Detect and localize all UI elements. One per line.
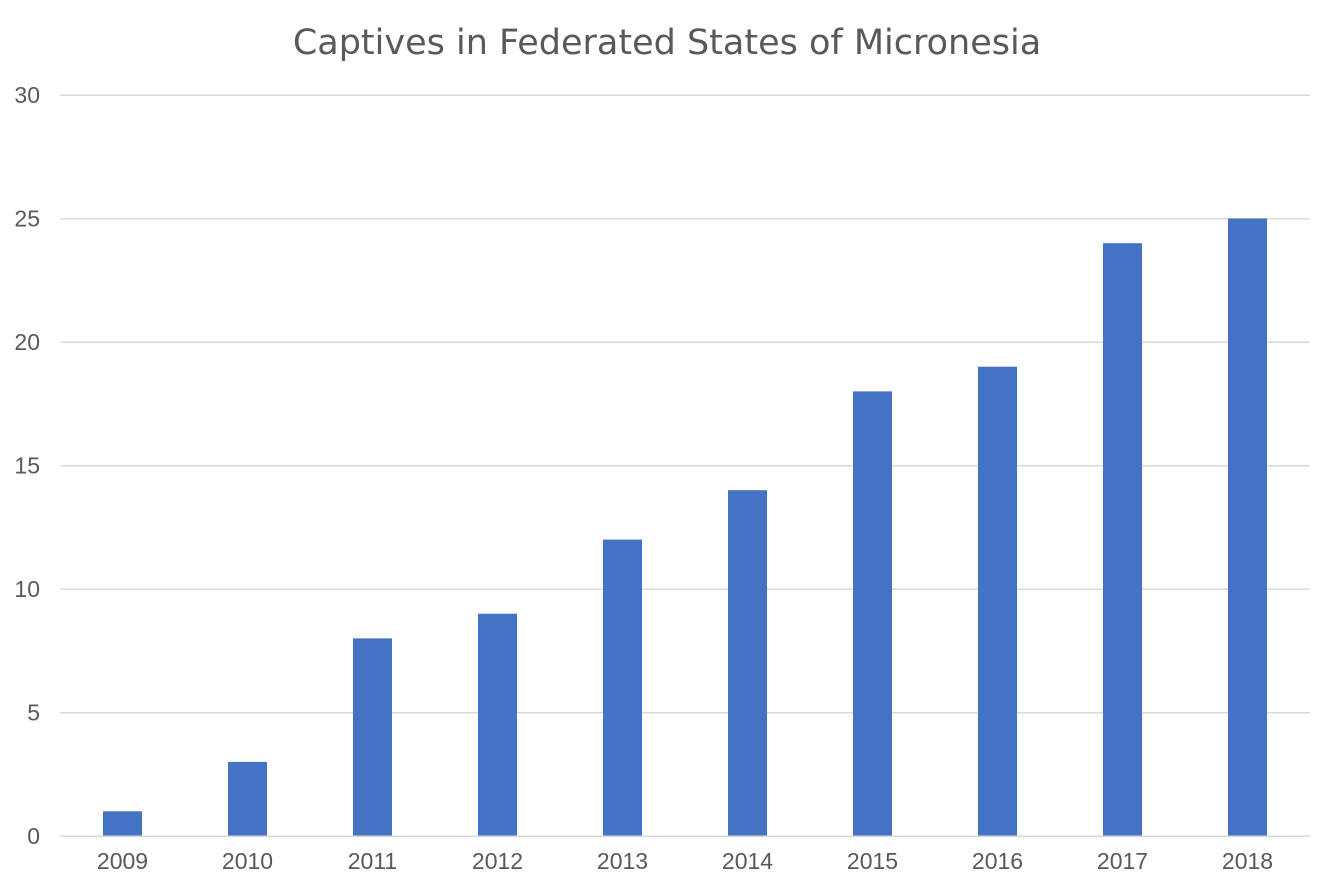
y-tick-label: 10	[14, 576, 40, 602]
y-tick-label: 0	[27, 823, 40, 849]
x-tick-label: 2012	[472, 848, 523, 874]
bar-2015	[853, 391, 892, 836]
x-tick-label: 2018	[1222, 848, 1273, 874]
bar-2017	[1103, 243, 1142, 836]
x-axis-tick-labels: 2009 2010 2011 2012 2013 2014 2015 2016 2017 2018	[97, 848, 1273, 874]
y-tick-label: 15	[14, 453, 40, 479]
bar-2014	[728, 490, 767, 836]
y-tick-label: 5	[27, 700, 40, 726]
bar-2013	[603, 539, 642, 836]
y-tick-label: 20	[14, 329, 40, 355]
bar-2011	[353, 638, 392, 836]
x-tick-label: 2014	[722, 848, 773, 874]
gridlines	[60, 94, 1310, 714]
y-tick-label: 30	[14, 82, 40, 108]
bar-2010	[228, 761, 267, 836]
y-tick-label: 25	[14, 206, 40, 232]
y-axis-tick-labels: 0 5 10 15 20 25 30	[14, 82, 40, 849]
chart-title: Captives in Federated States of Micrones…	[293, 23, 1041, 63]
x-tick-label: 2017	[1097, 848, 1148, 874]
bars	[103, 218, 1267, 836]
x-tick-label: 2016	[972, 848, 1023, 874]
x-tick-label: 2013	[597, 848, 648, 874]
x-tick-label: 2011	[348, 848, 397, 874]
x-tick-label: 2010	[222, 848, 273, 874]
bar-2018	[1228, 218, 1267, 836]
x-tick-label: 2009	[97, 848, 148, 874]
bar-2016	[978, 366, 1017, 836]
bar-2012	[478, 613, 517, 836]
bar-2009	[103, 811, 142, 836]
x-tick-label: 2015	[847, 848, 898, 874]
